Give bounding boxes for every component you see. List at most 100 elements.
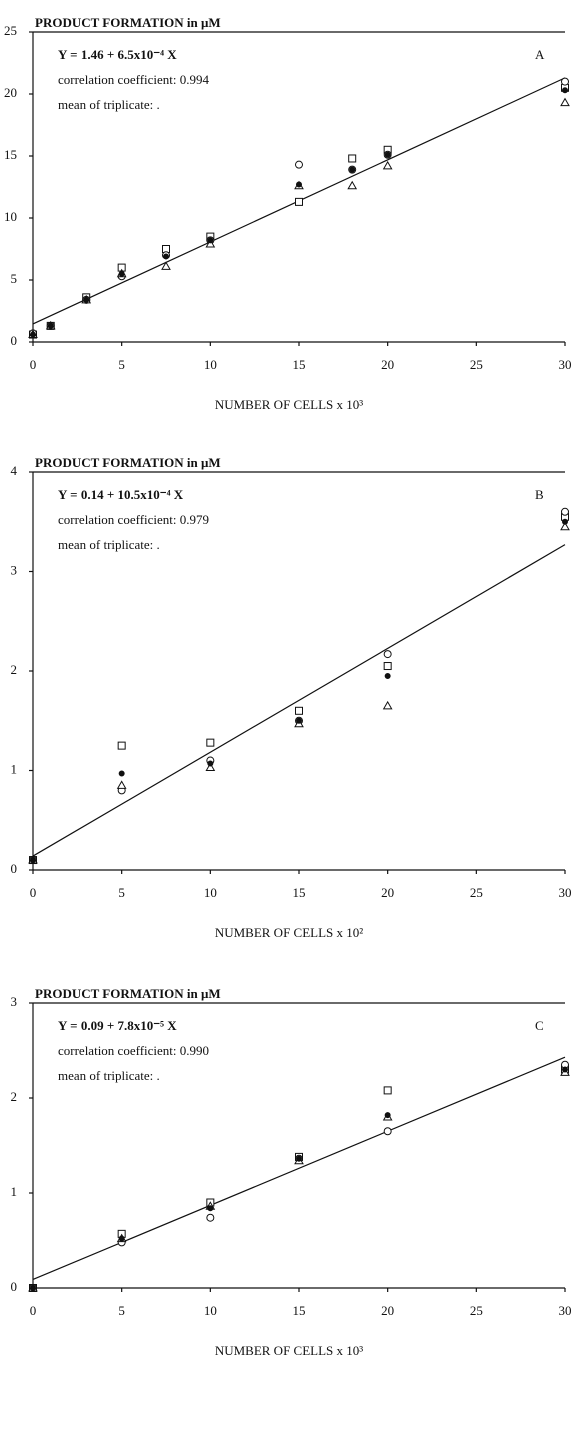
y-axis-title: PRODUCT FORMATION in μM <box>35 455 221 470</box>
annotation: mean of triplicate: . <box>58 97 160 112</box>
marker-triangle <box>382 160 393 170</box>
marker-mean <box>207 237 214 244</box>
y-tick-label: 25 <box>4 23 17 38</box>
marker-mean <box>384 672 391 679</box>
y-axis-title: PRODUCT FORMATION in μM <box>35 15 221 30</box>
x-tick-label: 0 <box>30 357 37 372</box>
x-tick-label: 15 <box>293 1303 306 1318</box>
marker-mean <box>30 331 36 338</box>
marker-triangle <box>382 700 393 710</box>
panel-label: B <box>535 487 544 502</box>
marker-mean <box>47 322 54 329</box>
marker-triangle <box>347 180 358 190</box>
marker-mean <box>296 717 302 724</box>
x-tick-label: 20 <box>381 1303 394 1318</box>
y-tick-label: 10 <box>4 209 17 224</box>
annotation: mean of triplicate: . <box>58 537 160 552</box>
y-tick-label: 0 <box>11 333 18 348</box>
marker-triangle <box>116 780 127 789</box>
x-tick-label: 5 <box>118 1303 125 1318</box>
y-tick-label: 1 <box>11 761 18 776</box>
marker-square <box>117 741 126 750</box>
marker-circle <box>206 1213 215 1222</box>
marker-mean <box>30 1285 36 1291</box>
marker-mean <box>349 166 356 173</box>
y-tick-label: 0 <box>11 1279 18 1294</box>
y-tick-label: 3 <box>11 562 18 577</box>
y-tick-label: 2 <box>11 1089 18 1104</box>
x-tick-label: 30 <box>559 1303 572 1318</box>
annotation: Y = 0.14 + 10.5x10⁻⁴ X <box>58 487 184 502</box>
y-tick-label: 4 <box>11 463 18 478</box>
x-tick-label: 30 <box>559 357 572 372</box>
y-tick-label: 5 <box>11 271 18 286</box>
x-tick-label: 0 <box>30 1303 37 1318</box>
marker-mean <box>30 857 36 864</box>
x-axis-title: NUMBER OF CELLS x 10³ <box>215 1343 363 1358</box>
marker-triangle <box>161 261 171 270</box>
x-tick-label: 5 <box>118 357 125 372</box>
marker-circle <box>383 650 392 659</box>
marker-mean <box>118 1235 125 1242</box>
x-tick-label: 5 <box>118 885 125 900</box>
marker-mean <box>83 296 90 303</box>
marker-square <box>295 706 303 715</box>
marker-mean <box>296 181 302 188</box>
marker-square <box>348 154 357 163</box>
annotation: Y = 1.46 + 6.5x10⁻⁴ X <box>58 47 177 62</box>
x-tick-label: 25 <box>470 885 483 900</box>
x-tick-label: 20 <box>381 885 394 900</box>
annotation: correlation coefficient: 0.979 <box>58 512 209 527</box>
marker-square <box>206 738 215 747</box>
x-tick-label: 25 <box>470 357 483 372</box>
fit-line <box>32 1056 566 1281</box>
marker-circle <box>383 1127 392 1136</box>
marker-triangle <box>205 762 216 772</box>
x-tick-label: 10 <box>204 885 217 900</box>
x-tick-label: 10 <box>204 357 217 372</box>
x-tick-label: 20 <box>381 357 394 372</box>
marker-circle <box>561 507 569 516</box>
marker-mean <box>562 87 568 94</box>
marker-square <box>383 662 392 671</box>
marker-mean <box>562 518 568 525</box>
y-tick-label: 3 <box>11 994 18 1009</box>
y-tick-label: 1 <box>11 1184 18 1199</box>
marker-square <box>383 1086 392 1095</box>
marker-triangle <box>560 97 570 107</box>
x-tick-label: 15 <box>293 885 306 900</box>
panel-label: A <box>535 47 545 62</box>
annotation: mean of triplicate: . <box>58 1068 160 1083</box>
annotation: correlation coefficient: 0.990 <box>58 1043 209 1058</box>
fit-line <box>32 544 566 857</box>
marker-square <box>295 197 303 206</box>
y-tick-label: 2 <box>11 662 18 677</box>
x-axis-title: NUMBER OF CELLS x 10³ <box>215 397 363 412</box>
marker-mean <box>163 253 169 260</box>
x-tick-label: 0 <box>30 885 37 900</box>
x-tick-label: 25 <box>470 1303 483 1318</box>
annotation: correlation coefficient: 0.994 <box>58 72 210 87</box>
x-axis-title: NUMBER OF CELLS x 10² <box>215 925 363 940</box>
y-tick-label: 20 <box>4 85 17 100</box>
marker-mean <box>207 1205 214 1212</box>
marker-mean <box>118 770 125 777</box>
y-axis-title: PRODUCT FORMATION in μM <box>35 986 221 1001</box>
x-tick-label: 10 <box>204 1303 217 1318</box>
marker-triangle <box>560 521 570 531</box>
annotation: Y = 0.09 + 7.8x10⁻⁵ X <box>58 1018 177 1033</box>
marker-mean <box>207 760 214 767</box>
marker-mean <box>562 1066 568 1073</box>
marker-circle <box>561 77 569 86</box>
y-tick-label: 0 <box>11 861 18 876</box>
marker-mean <box>384 1112 391 1119</box>
x-tick-label: 30 <box>559 885 572 900</box>
marker-triangle <box>205 239 216 248</box>
marker-mean <box>118 270 125 277</box>
marker-circle <box>295 160 303 169</box>
y-tick-label: 15 <box>4 147 17 162</box>
marker-mean <box>384 151 391 158</box>
marker-mean <box>296 1155 302 1162</box>
x-tick-label: 15 <box>293 357 306 372</box>
